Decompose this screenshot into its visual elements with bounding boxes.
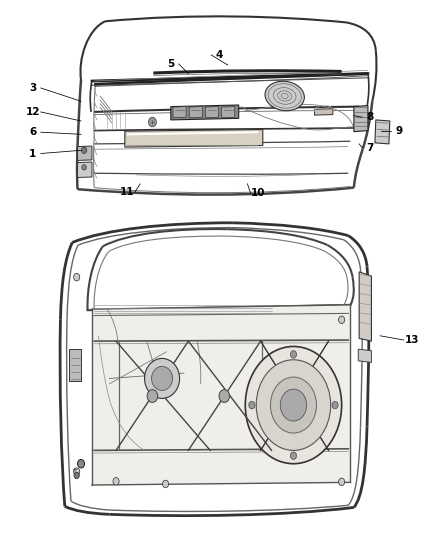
Text: 1: 1 <box>29 149 36 158</box>
Text: 7: 7 <box>367 143 374 152</box>
Circle shape <box>339 478 345 486</box>
Polygon shape <box>359 272 371 341</box>
Polygon shape <box>173 107 186 118</box>
Circle shape <box>74 273 80 281</box>
Circle shape <box>81 147 87 154</box>
Circle shape <box>148 117 156 127</box>
Text: 3: 3 <box>29 83 36 93</box>
Ellipse shape <box>271 377 316 433</box>
Circle shape <box>147 390 158 402</box>
Polygon shape <box>171 105 239 120</box>
Ellipse shape <box>245 346 342 464</box>
Text: 13: 13 <box>404 335 419 345</box>
Text: +: + <box>71 467 77 473</box>
Circle shape <box>249 401 255 409</box>
Polygon shape <box>78 162 92 177</box>
Ellipse shape <box>265 81 304 111</box>
Text: 9: 9 <box>395 126 402 135</box>
Circle shape <box>290 452 297 459</box>
Circle shape <box>74 468 80 475</box>
Circle shape <box>290 351 297 358</box>
Polygon shape <box>358 349 371 362</box>
Circle shape <box>339 316 345 324</box>
Bar <box>69 349 81 381</box>
Circle shape <box>78 459 85 468</box>
Polygon shape <box>205 107 219 118</box>
Polygon shape <box>354 106 368 132</box>
Polygon shape <box>375 120 390 144</box>
Circle shape <box>74 472 79 479</box>
Text: 10: 10 <box>251 188 266 198</box>
Text: 5: 5 <box>167 59 174 69</box>
Ellipse shape <box>145 358 180 399</box>
Polygon shape <box>222 107 235 118</box>
Circle shape <box>82 165 86 170</box>
Polygon shape <box>78 146 92 160</box>
Text: 6: 6 <box>29 127 36 137</box>
Text: 4: 4 <box>215 50 223 60</box>
Circle shape <box>289 390 300 402</box>
Ellipse shape <box>256 360 331 450</box>
Text: 8: 8 <box>367 112 374 122</box>
Circle shape <box>219 390 230 402</box>
Polygon shape <box>189 107 202 118</box>
Circle shape <box>332 401 338 409</box>
Text: 11: 11 <box>120 187 134 197</box>
Circle shape <box>162 480 169 488</box>
Text: 12: 12 <box>25 107 40 117</box>
Circle shape <box>113 478 119 485</box>
Polygon shape <box>314 109 333 115</box>
Polygon shape <box>92 305 350 485</box>
Polygon shape <box>125 130 263 147</box>
Ellipse shape <box>152 367 173 390</box>
Ellipse shape <box>280 389 307 421</box>
